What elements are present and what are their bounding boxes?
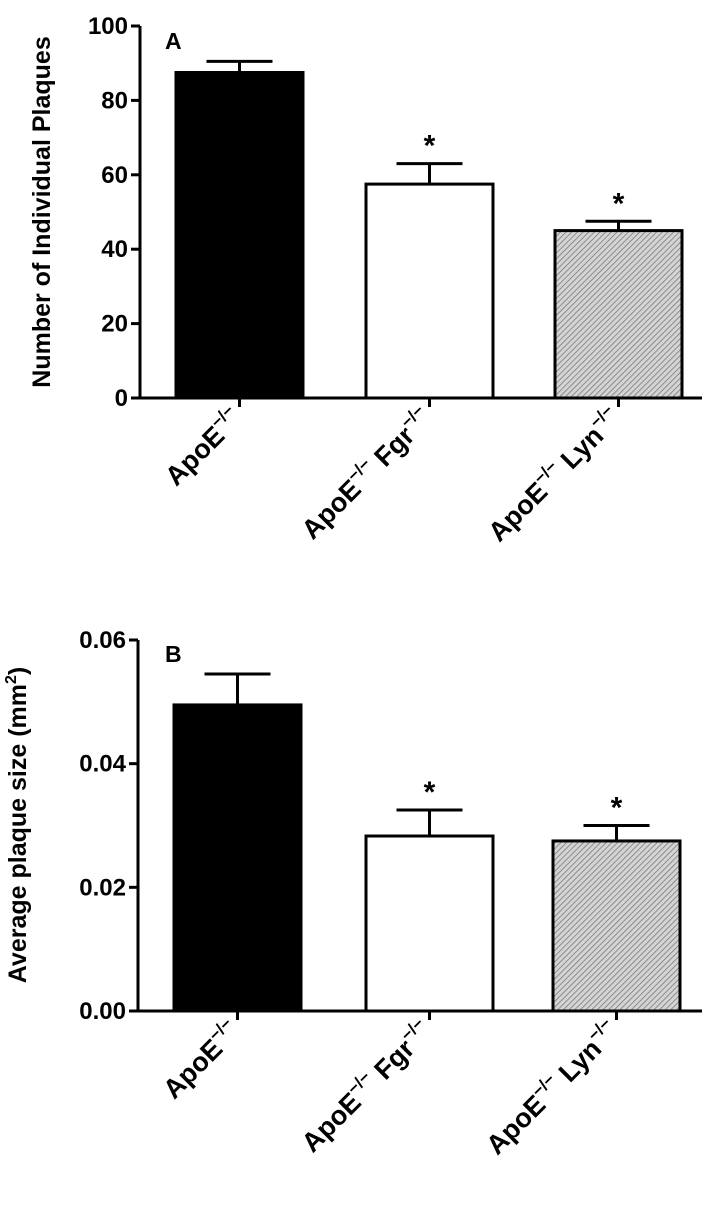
- y-axis-title: Number of Individual Plaques: [28, 36, 56, 387]
- y-tick-label: 0.06: [79, 627, 126, 654]
- panel-a-chart: 0 20 40 60 80 100 Number of Individual Plaques…: [28, 13, 702, 547]
- y-axis-title: Average plaque size (mm2): [3, 667, 32, 983]
- y-tick-label: 40: [101, 236, 128, 263]
- y-tick-label: 0: [115, 385, 128, 412]
- y-tick-label: 0.02: [79, 874, 126, 901]
- y-tick-label: 20: [101, 311, 128, 338]
- panel-label: A: [165, 28, 182, 54]
- significance-marker: *: [424, 776, 436, 809]
- significance-marker: *: [611, 792, 623, 825]
- bar: [174, 71, 305, 400]
- bar: [364, 834, 495, 1013]
- y-tick-label: 0.04: [79, 751, 126, 778]
- panel-label: B: [165, 641, 182, 667]
- significance-marker: *: [613, 187, 625, 220]
- category-label: ApoE−/− Lyn−/−: [478, 1014, 625, 1161]
- category-label: ApoE−/− Lyn−/−: [480, 401, 627, 548]
- y-tick-label: 80: [101, 87, 128, 114]
- y-tick-label: 0.00: [79, 998, 126, 1025]
- bar: [551, 839, 682, 1013]
- category-label: ApoE−/− Fgr−/−: [294, 401, 438, 545]
- category-label: ApoE−/−: [155, 1014, 246, 1105]
- category-label: ApoE−/−: [157, 401, 248, 492]
- y-tick-label: 100: [88, 13, 128, 40]
- significance-marker: *: [424, 130, 436, 163]
- bar: [553, 229, 684, 400]
- category-label: ApoE−/− Fgr−/−: [294, 1014, 438, 1158]
- bar: [172, 703, 303, 1013]
- y-tick-label: 60: [101, 162, 128, 189]
- panel-b-chart: 0.00 0.02 0.04 0.06 Average plaque size (mm2…: [3, 627, 702, 1160]
- bar: [364, 182, 495, 400]
